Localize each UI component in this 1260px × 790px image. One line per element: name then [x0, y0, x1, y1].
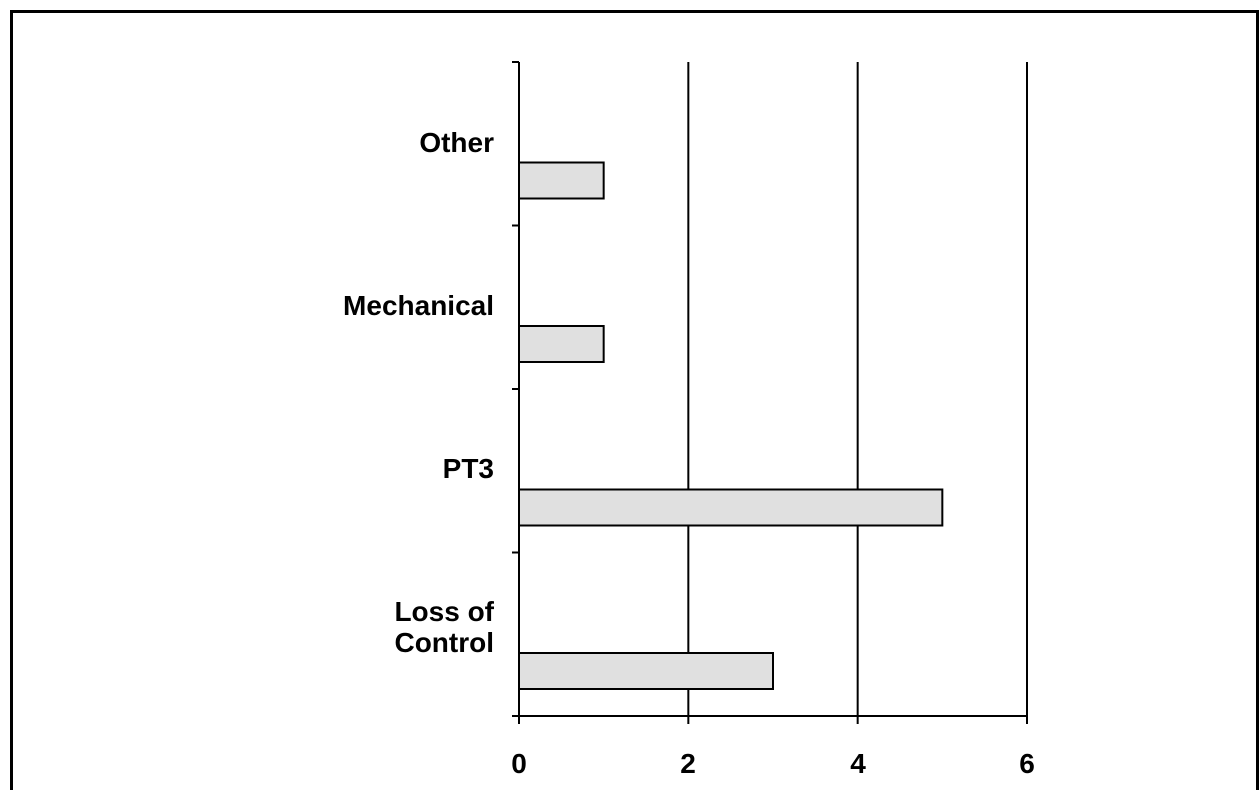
category-label-mechanical: Mechanical — [343, 290, 494, 321]
x-tick-label-2: 2 — [680, 748, 696, 779]
x-tick-label-6: 6 — [1019, 748, 1035, 779]
category-label-other: Other — [419, 127, 494, 158]
x-tick-label-4: 4 — [850, 748, 866, 779]
x-tick-label-0: 0 — [511, 748, 527, 779]
category-label-pt3: PT3 — [442, 453, 494, 484]
bar-pt3 — [518, 488, 944, 527]
axis-layer — [512, 61, 1028, 724]
bar-other — [518, 161, 605, 200]
bar-loss-of-control — [518, 652, 774, 690]
chart-border — [10, 10, 1259, 790]
bar-mechanical — [518, 325, 605, 363]
grid-layer — [687, 62, 1028, 716]
category-label-loss-of-control: Loss of Control — [394, 596, 494, 658]
bars-layer — [518, 161, 944, 690]
